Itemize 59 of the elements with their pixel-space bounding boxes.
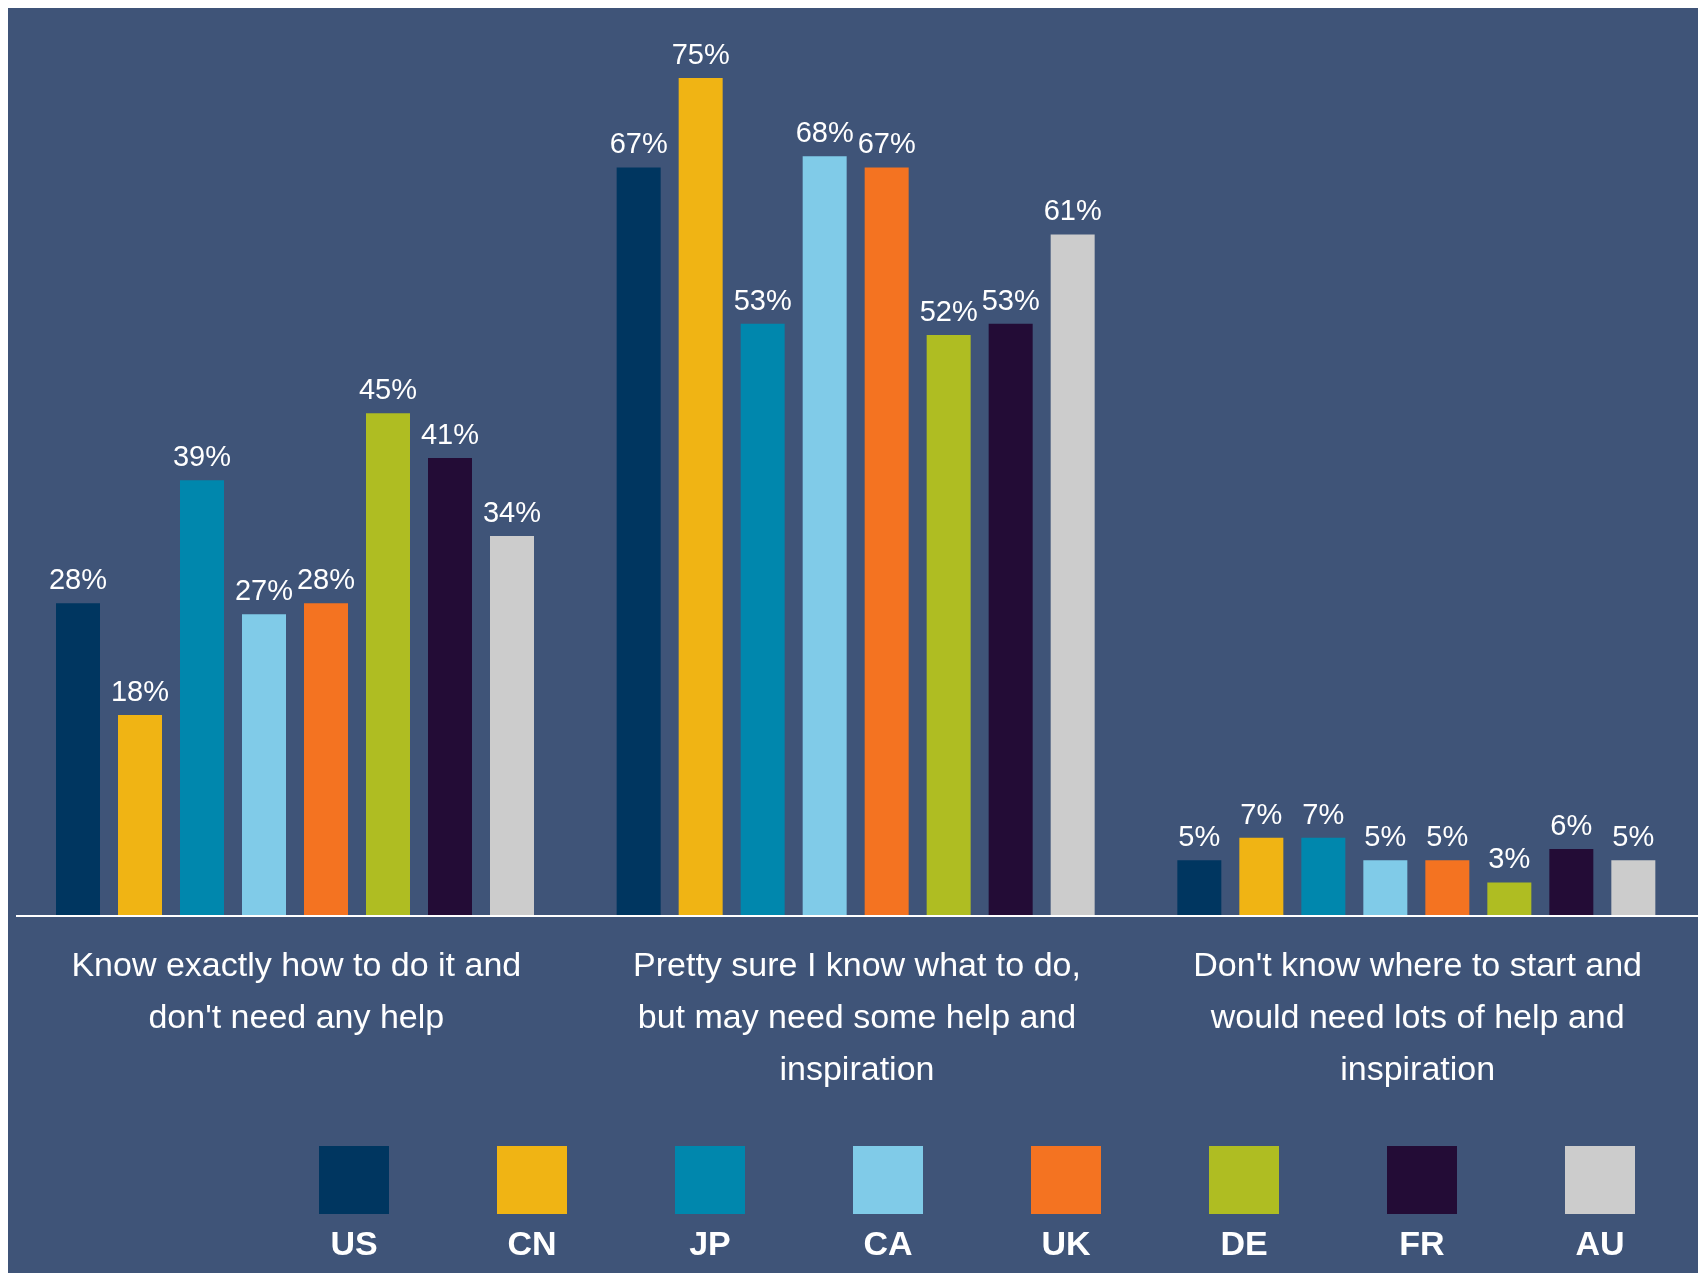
bar <box>428 457 472 916</box>
bar <box>988 323 1033 916</box>
bar <box>678 78 723 916</box>
bar <box>864 167 909 916</box>
data-label: 53% <box>733 283 792 316</box>
data-label: 39% <box>172 440 232 473</box>
legend-label: FR <box>1399 1224 1445 1263</box>
legend-label: JP <box>689 1224 731 1263</box>
data-label: 6% <box>1550 808 1593 841</box>
bar <box>616 167 661 916</box>
bar <box>304 603 348 916</box>
bar <box>1425 860 1470 916</box>
bar <box>118 714 162 916</box>
legend-label: DE <box>1220 1224 1268 1263</box>
data-label: 3% <box>1488 842 1531 875</box>
bar <box>740 323 785 916</box>
bar <box>242 614 286 916</box>
data-label: 68% <box>795 116 854 149</box>
bar <box>1239 837 1284 916</box>
legend-label: AU <box>1575 1224 1625 1263</box>
data-label: 61% <box>1043 194 1102 227</box>
bar <box>1549 848 1594 916</box>
bar <box>1363 860 1408 916</box>
data-label: 34% <box>482 496 542 529</box>
data-label: 7% <box>1302 797 1345 830</box>
x-tick-label: Know exactly how to do it and don't need any help <box>71 945 522 1035</box>
data-label: 75% <box>671 38 730 70</box>
data-label: 5% <box>1364 820 1407 853</box>
data-label: 28% <box>48 563 108 596</box>
data-label: 28% <box>296 563 356 596</box>
bar <box>1301 837 1346 916</box>
bar <box>1487 882 1532 916</box>
data-label: 41% <box>420 417 480 450</box>
data-label: 5% <box>1178 820 1221 853</box>
data-label: 18% <box>110 674 170 707</box>
data-label: 5% <box>1612 820 1655 853</box>
bar <box>1050 234 1095 916</box>
legend-label: CA <box>863 1224 913 1263</box>
data-label: 27% <box>234 574 294 607</box>
legend-label: US <box>330 1224 378 1263</box>
data-label: 52% <box>919 294 978 327</box>
x-tick-label: Pretty sure I know what to do, but may need some help and inspiration <box>633 945 1081 1087</box>
bar <box>490 536 534 916</box>
bar <box>1611 860 1656 916</box>
data-label: 45% <box>358 373 418 406</box>
data-label: 67% <box>609 127 668 160</box>
data-label: 53% <box>981 283 1040 316</box>
legend-label: UK <box>1041 1224 1091 1263</box>
data-label: 7% <box>1240 797 1283 830</box>
legend-label: CN <box>507 1224 557 1263</box>
bar <box>802 156 847 916</box>
bar <box>180 480 224 916</box>
bar <box>926 334 971 916</box>
bar <box>1177 860 1222 916</box>
bar <box>366 413 410 916</box>
x-tick-label: Don't know where to start and would need lots of help and inspiration <box>1193 945 1643 1087</box>
data-label: 5% <box>1426 820 1469 853</box>
data-label: 67% <box>857 127 916 160</box>
bar <box>56 603 100 916</box>
